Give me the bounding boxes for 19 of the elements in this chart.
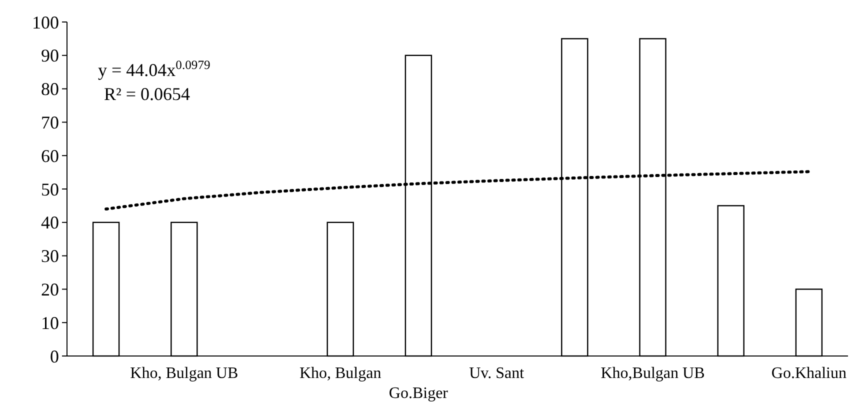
y-tick-label: 100 <box>32 12 59 32</box>
y-tick-label: 30 <box>41 246 59 266</box>
x-tick-label: Kho, Bulgan UB <box>130 365 238 382</box>
x-tick-label: Go.Khaliun <box>771 365 847 382</box>
y-tick-label: 0 <box>50 346 59 366</box>
y-tick-label: 70 <box>41 112 59 132</box>
y-tick-label: 20 <box>41 280 59 300</box>
y-tick-label: 80 <box>41 79 59 100</box>
y-tick-label: 60 <box>41 146 59 166</box>
x-tick-label: Go.Biger <box>388 385 449 402</box>
y-tick-label: 10 <box>41 312 59 333</box>
x-tick-label: Uv. Sant <box>469 365 525 382</box>
y-tick-label: 40 <box>41 212 59 233</box>
x-tick-label: Kho, Bulgan <box>299 365 382 382</box>
x-tick-label: Kho,Bulgan UB <box>600 365 705 382</box>
annotation: y = 44.04x$^{0.0979}$ <box>98 58 210 80</box>
annotation: R² = 0.0654 <box>104 84 190 104</box>
y-tick-label: 90 <box>41 46 59 66</box>
y-tick-label: 50 <box>41 179 59 200</box>
